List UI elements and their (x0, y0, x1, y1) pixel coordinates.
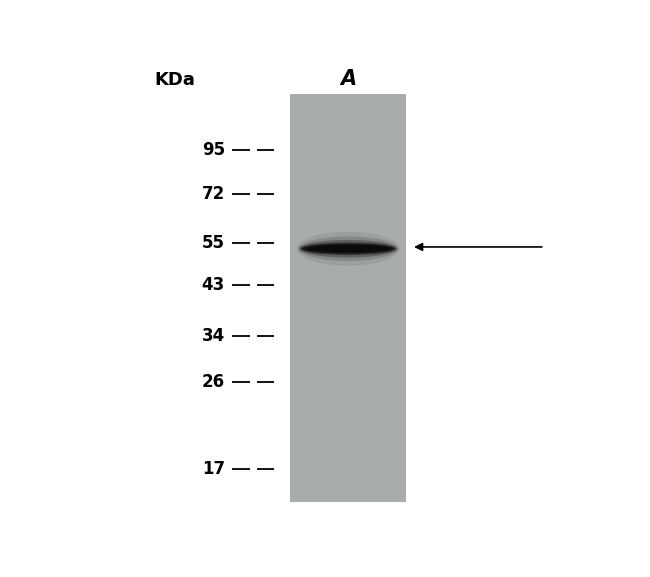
Text: 17: 17 (202, 460, 225, 478)
Text: 43: 43 (202, 276, 225, 294)
Text: 95: 95 (202, 141, 225, 159)
Text: 55: 55 (202, 234, 225, 252)
Ellipse shape (302, 244, 394, 254)
Bar (291, 93, 406, 503)
Text: 26: 26 (202, 373, 225, 391)
Ellipse shape (298, 237, 398, 261)
Text: 34: 34 (202, 327, 225, 345)
Ellipse shape (307, 245, 390, 252)
Text: A: A (340, 69, 356, 89)
Ellipse shape (299, 240, 397, 257)
Ellipse shape (300, 242, 396, 255)
Text: 72: 72 (202, 185, 225, 203)
Ellipse shape (296, 231, 400, 266)
Text: KDa: KDa (154, 71, 195, 89)
